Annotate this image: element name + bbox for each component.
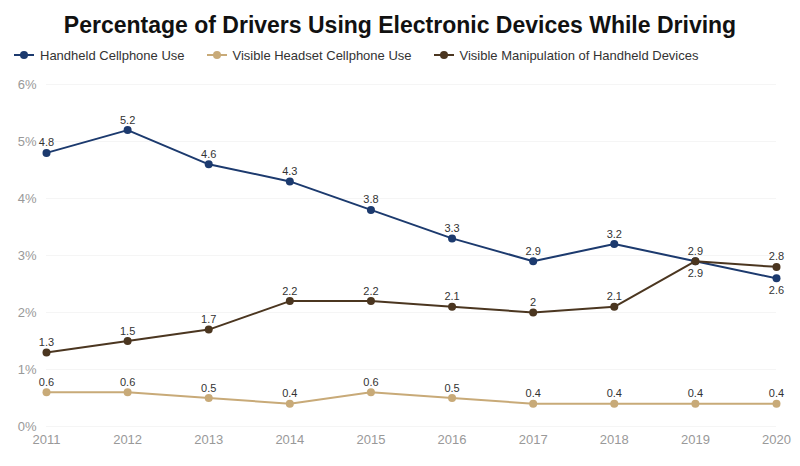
svg-text:1.5: 1.5 [120,325,135,337]
svg-text:5%: 5% [18,134,37,149]
svg-text:2.8: 2.8 [769,250,784,262]
html-text:Visible Headset Cellphone Use: Visible Headset Cellphone Use [232,47,412,63]
svg-text:4.8: 4.8 [39,136,54,148]
svg-text:2014: 2014 [275,432,304,447]
svg-text:2011: 2011 [33,432,61,447]
svg-text:1%: 1% [18,362,37,377]
svg-text:3.8: 3.8 [363,193,378,205]
svg-text:3.2: 3.2 [607,228,622,240]
svg-text:4.6: 4.6 [201,148,216,160]
svg-text:2019: 2019 [681,432,710,447]
svg-text:1.7: 1.7 [201,313,216,325]
svg-text:3.3: 3.3 [444,222,459,234]
svg-text:2017: 2017 [519,432,548,447]
svg-text:2018: 2018 [600,432,629,447]
svg-text:1.3: 1.3 [39,336,54,348]
svg-text:0.6: 0.6 [120,376,135,388]
svg-text:4%: 4% [18,191,37,206]
svg-text:4.3: 4.3 [282,165,297,177]
html-text:Percentage of Drivers Using El: Percentage of Drivers Using Electronic D… [63,12,737,38]
svg-text:2.2: 2.2 [363,285,378,297]
svg-text:2: 2 [530,296,536,308]
svg-text:2%: 2% [18,305,37,320]
svg-text:0.6: 0.6 [363,376,378,388]
svg-text:3%: 3% [18,248,37,263]
svg-text:0.4: 0.4 [282,387,297,399]
svg-text:0.4: 0.4 [688,387,703,399]
svg-text:2020: 2020 [762,432,791,447]
svg-text:2012: 2012 [113,432,142,447]
svg-text:6%: 6% [18,77,37,92]
svg-text:0.4: 0.4 [769,387,784,399]
svg-text:0.5: 0.5 [444,382,459,394]
svg-text:0.4: 0.4 [607,387,622,399]
svg-text:2015: 2015 [356,432,385,447]
svg-text:2.9: 2.9 [688,267,703,279]
svg-text:0.4: 0.4 [526,387,541,399]
svg-text:2.1: 2.1 [607,290,622,302]
svg-text:0.6: 0.6 [39,376,54,388]
svg-text:2.1: 2.1 [444,290,459,302]
svg-text:2.9: 2.9 [526,245,541,257]
svg-text:2.9: 2.9 [688,245,703,257]
svg-text:0%: 0% [17,418,37,434]
html-text:Handheld Cellphone Use: Handheld Cellphone Use [40,47,185,63]
svg-text:2.2: 2.2 [282,285,297,297]
svg-text:2.6: 2.6 [769,284,784,296]
svg-text:0.5: 0.5 [201,382,216,394]
svg-text:2013: 2013 [194,432,223,447]
html-text:Visible Manipulation of Handhe: Visible Manipulation of Handheld Devices [459,47,699,63]
svg-text:2016: 2016 [438,432,467,447]
svg-text:5.2: 5.2 [120,114,135,126]
